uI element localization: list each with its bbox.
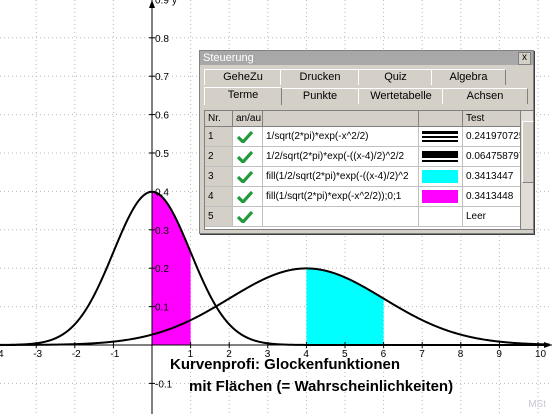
tab-algebra[interactable]: Algebra [431,69,506,85]
checkmark-icon [237,191,253,203]
tab-achsen[interactable]: Achsen [442,88,528,104]
caption-line-1: Kurvenprofi: Glockenfunktionen [170,356,401,373]
term-field[interactable]: fill(1/2/sqrt(2*pi)*exp(-((x-4)/2)^2 [263,167,419,186]
x-tick-label: 6 [381,349,387,360]
term-field[interactable]: 1/2/sqrt(2*pi)*exp(-((x-4)/2)^2/2 [263,147,419,166]
x-tick-label: -1 [110,349,119,360]
line-style-cell[interactable] [419,207,463,226]
table-scrollbar[interactable] [520,110,534,230]
y-tick-label: 0.6 [155,111,169,122]
row-number: 1 [205,127,233,146]
term-field[interactable] [263,207,419,226]
tab-wertetabelle[interactable]: Wertetabelle [358,88,444,104]
visibility-toggle[interactable] [233,207,263,226]
x-tick-label: 2 [226,349,232,360]
tab-gehezu[interactable]: GeheZu [204,69,282,85]
y-tick-label: 0.7 [155,72,169,83]
fill-color-swatch [422,170,458,183]
checkmark-icon [237,131,253,143]
y-tick-label: -0.1 [155,379,173,390]
x-tick-label: -2 [72,349,81,360]
checkmark-icon [237,151,253,163]
checkmark-icon [237,171,253,183]
table-row[interactable]: 3 fill(1/2/sqrt(2*pi)*exp(-((x-4)/2)^2 0.3… [205,167,521,187]
y-tick-label: 0.5 [155,149,169,160]
dialog-titlebar[interactable]: Steuerung x [200,51,533,65]
line-style-swatch [422,131,458,142]
y-tick-label: 0.2 [155,264,169,275]
x-tick-label: 4 [303,349,309,360]
y-tick-label: 0.8 [155,34,169,45]
test-value: Leer [466,211,487,222]
y-tick-label: 0.9 [155,0,169,6]
line-style-cell[interactable] [419,127,463,146]
terms-table: Nr. an/au Test 1 1/sqrt(2*pi)*exp(-x^2/2)… [204,110,522,230]
area-fill-2 [306,268,384,345]
table-row[interactable]: 5 Leer [205,207,521,227]
line-style-cell[interactable] [419,167,463,186]
test-value: 0.0647587978 [466,151,521,162]
visibility-toggle[interactable] [233,127,263,146]
tab-row-1: GeheZu Drucken Quiz Algebra [200,69,533,85]
table-row[interactable]: 1 1/sqrt(2*pi)*exp(-x^2/2) 0.241970725 [205,127,521,147]
x-tick-label: 3 [265,349,271,360]
line-style-swatch [422,151,458,162]
y-axis-arrow [149,0,155,8]
caption-line-2: mit Flächen (= Wahrscheinlichkeiten) [189,378,454,395]
checkmark-icon [237,211,253,223]
curves [0,190,550,346]
scrollbar-thumb[interactable] [522,121,534,183]
y-tick-label: 0.4 [155,187,169,198]
watermark: MSt [528,399,546,410]
table-row[interactable]: 4 fill(1/sqrt(2*pi)*exp(-x^2/2));0;1 0.341… [205,187,521,207]
tick-labels: -4-3-2-1123456789100.90.80.70.60.50.40.3… [0,0,547,390]
curve-2 [0,267,550,346]
line-style-cell[interactable] [419,187,463,206]
row-number: 5 [205,207,233,226]
header-term [263,111,419,127]
x-tick-label: 7 [419,349,425,360]
close-button[interactable]: x [518,52,531,65]
x-tick-label: 10 [535,349,547,360]
control-dialog: Steuerung x GeheZu Drucken Quiz Algebra … [199,50,534,234]
test-value: 0.241970725 [466,131,521,142]
x-tick-label: 8 [458,349,464,360]
tab-row-2: Terme Punkte Wertetabelle Achsen [200,87,533,105]
x-tick-label: -3 [33,349,42,360]
test-value: 0.3413447 [466,171,514,182]
x-tick-label: -4 [0,349,4,360]
row-number: 2 [205,147,233,166]
header-nr: Nr. [205,111,233,127]
test-value: 0.3413448 [466,191,514,202]
x-tick-label: 1 [188,349,194,360]
x-tick-label: 5 [342,349,348,360]
tab-terme[interactable]: Terme [204,87,282,105]
visibility-toggle[interactable] [233,187,263,206]
term-field[interactable]: 1/sqrt(2*pi)*exp(-x^2/2) [263,127,419,146]
header-test: Test [463,111,521,127]
row-number: 4 [205,187,233,206]
header-style [419,111,463,127]
row-number: 3 [205,167,233,186]
y-tick-label: 0.1 [155,303,169,314]
tab-drucken[interactable]: Drucken [280,69,360,85]
line-style-cell[interactable] [419,147,463,166]
header-an-aus: an/au [233,111,263,127]
visibility-toggle[interactable] [233,147,263,166]
table-row[interactable]: 2 1/2/sqrt(2*pi)*exp(-((x-4)/2)^2/2 0.0647… [205,147,521,167]
fill-color-swatch [422,190,458,203]
x-tick-label: 9 [496,349,502,360]
term-field[interactable]: fill(1/sqrt(2*pi)*exp(-x^2/2));0;1 [263,187,419,206]
curve-1 [0,190,550,346]
y-axis-label: y [172,0,177,6]
tab-quiz[interactable]: Quiz [358,69,433,85]
tab-punkte[interactable]: Punkte [280,88,360,104]
visibility-toggle[interactable] [233,167,263,186]
y-tick-label: 0.3 [155,226,169,237]
dialog-title: Steuerung [203,52,254,64]
